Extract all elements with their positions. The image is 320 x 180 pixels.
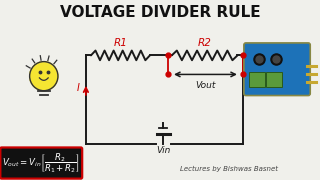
- Text: $V_{out} = V_{in}\left[\dfrac{R_2}{R_1+R_2}\right]$: $V_{out} = V_{in}\left[\dfrac{R_2}{R_1+R…: [2, 151, 80, 175]
- FancyBboxPatch shape: [244, 43, 310, 96]
- FancyBboxPatch shape: [0, 147, 82, 179]
- FancyBboxPatch shape: [266, 72, 282, 87]
- Text: I: I: [77, 84, 80, 93]
- Text: R2: R2: [198, 39, 212, 48]
- Text: R1: R1: [114, 39, 127, 48]
- Text: Lectures by Bishwas Basnet: Lectures by Bishwas Basnet: [180, 166, 278, 172]
- Text: Vin: Vin: [156, 146, 171, 155]
- Circle shape: [30, 62, 58, 91]
- FancyBboxPatch shape: [249, 72, 265, 87]
- Text: VOLTAGE DIVIDER RULE: VOLTAGE DIVIDER RULE: [60, 5, 260, 20]
- Text: Vout: Vout: [195, 81, 216, 90]
